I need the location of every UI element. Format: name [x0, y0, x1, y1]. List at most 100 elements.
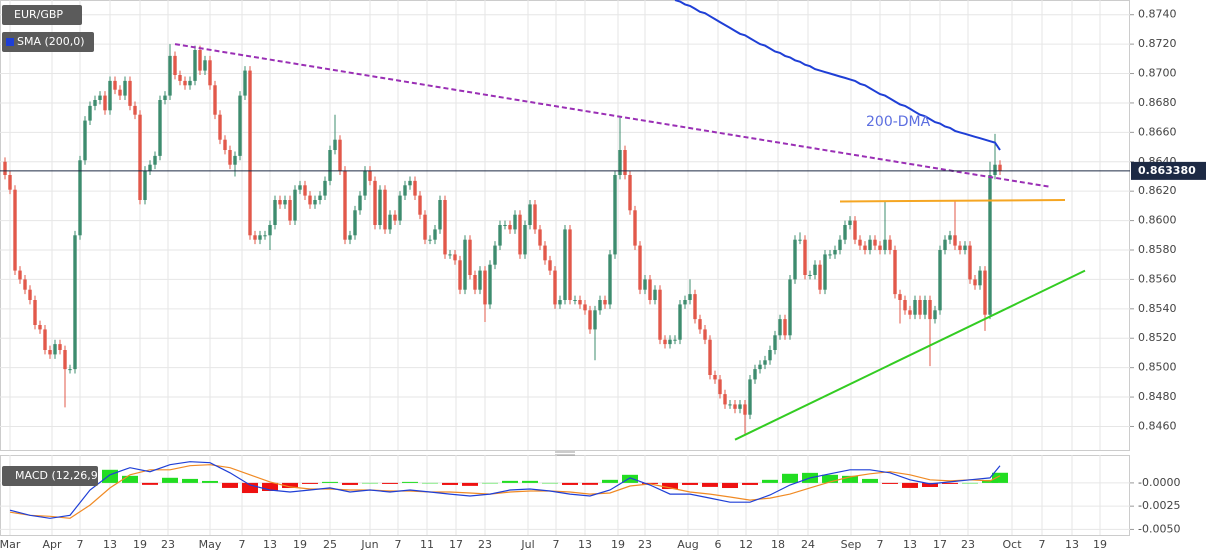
candle-body — [163, 95, 167, 100]
candle-body — [858, 239, 862, 246]
macd-histogram-bar — [422, 482, 438, 484]
candle-body — [563, 229, 567, 300]
sma-line — [674, 0, 1001, 151]
x-tick-label: 25 — [323, 538, 337, 551]
x-tick-label: 24 — [801, 538, 815, 551]
y-tick-label: 0.8500 — [1138, 361, 1177, 374]
candle-body — [333, 139, 337, 150]
candle-body — [933, 310, 937, 320]
candle-body — [33, 300, 37, 325]
x-tick-label: Sep — [841, 538, 862, 551]
candle-body — [853, 220, 857, 240]
x-tick-label: 7 — [239, 538, 246, 551]
x-tick-label: 23 — [961, 538, 975, 551]
macd-histogram-bar — [122, 475, 138, 483]
candle-body — [533, 204, 537, 230]
candle-body — [893, 250, 897, 295]
x-tick-label: Oct — [1002, 538, 1022, 551]
candle-body — [193, 50, 197, 81]
candle-body — [238, 95, 242, 156]
candle-body — [303, 185, 307, 196]
candle-body — [103, 95, 107, 111]
macd-histogram-bar — [782, 473, 798, 483]
macd-histogram-bar — [662, 482, 678, 490]
candle-body — [863, 245, 867, 250]
candle-body — [343, 170, 347, 240]
macd-histogram-bar — [922, 482, 938, 487]
x-tick-label: 7 — [553, 538, 560, 551]
candle-body — [698, 319, 702, 330]
candle-body — [128, 80, 132, 106]
candle-body — [623, 150, 627, 175]
candle-body — [593, 310, 597, 330]
candle-body — [113, 80, 117, 90]
candle-body — [503, 225, 507, 226]
candle-body — [923, 300, 927, 315]
indicator-label: SMA (200,0) — [17, 35, 85, 48]
candle-body — [973, 279, 977, 286]
macd-histogram-bar — [162, 477, 178, 483]
candle-body — [573, 300, 577, 301]
candle-body — [213, 85, 217, 115]
candle-body — [118, 89, 122, 96]
x-tick-label: 7 — [877, 538, 884, 551]
candle-body — [818, 264, 822, 290]
x-tick-label: May — [199, 538, 222, 551]
candle-body — [428, 239, 432, 241]
trendline — [174, 43, 1051, 188]
candle-body — [763, 360, 767, 365]
candle-body — [88, 105, 92, 121]
candle-body — [278, 200, 282, 205]
macd-histogram-bar — [602, 479, 618, 483]
candle-body — [453, 254, 457, 261]
candle-body — [888, 239, 892, 250]
candle-body — [403, 185, 407, 196]
candle-body — [498, 225, 502, 246]
candle-body — [483, 270, 487, 305]
candle-body — [813, 264, 817, 275]
candle-body — [223, 139, 227, 150]
candle-body — [938, 250, 942, 311]
candle-body — [363, 170, 367, 196]
macd-histogram-bar — [542, 482, 558, 484]
candle-body — [413, 180, 417, 196]
macd-histogram-bar — [302, 482, 318, 484]
candle-body — [348, 235, 352, 240]
macd-histogram-bar — [942, 482, 958, 484]
candle-body — [833, 250, 837, 255]
candle-body — [983, 270, 987, 315]
candle-body — [308, 195, 312, 205]
x-tick-label: 17 — [933, 538, 947, 551]
plot-area — [0, 0, 1130, 441]
candle-body — [703, 329, 707, 340]
annotation: 200-DMA — [866, 114, 931, 130]
candle-body — [13, 189, 17, 271]
candle-body — [248, 70, 252, 236]
candle-body — [468, 239, 472, 275]
y-tick-label: 0.8520 — [1138, 331, 1177, 344]
candle-body — [628, 175, 632, 211]
candle-body — [528, 204, 532, 225]
x-tick-label: 13 — [263, 538, 277, 551]
macd-area — [2, 461, 1008, 519]
x-tick-label: 11 — [420, 538, 434, 551]
y-tick-label: 0.8660 — [1138, 125, 1177, 138]
y-tick-label: -0.0050 — [1138, 522, 1180, 535]
candle-body — [438, 200, 442, 230]
candle-body — [173, 55, 177, 75]
macd-histogram-bar — [242, 482, 258, 494]
candle-body — [993, 164, 997, 175]
candle-body — [8, 175, 12, 190]
candle-body — [108, 80, 112, 111]
candle-body — [608, 254, 612, 305]
candle-body — [668, 339, 672, 345]
macd-histogram-bar — [902, 482, 918, 488]
x-tick-label: 7 — [395, 538, 402, 551]
candle-body — [958, 245, 962, 250]
candle-body — [998, 164, 1002, 171]
candle-body — [953, 235, 957, 246]
y-tick-label: 0.8700 — [1138, 67, 1177, 80]
macd-histogram-bar — [682, 482, 698, 485]
candle-body — [868, 239, 872, 250]
candle-body — [963, 245, 967, 250]
